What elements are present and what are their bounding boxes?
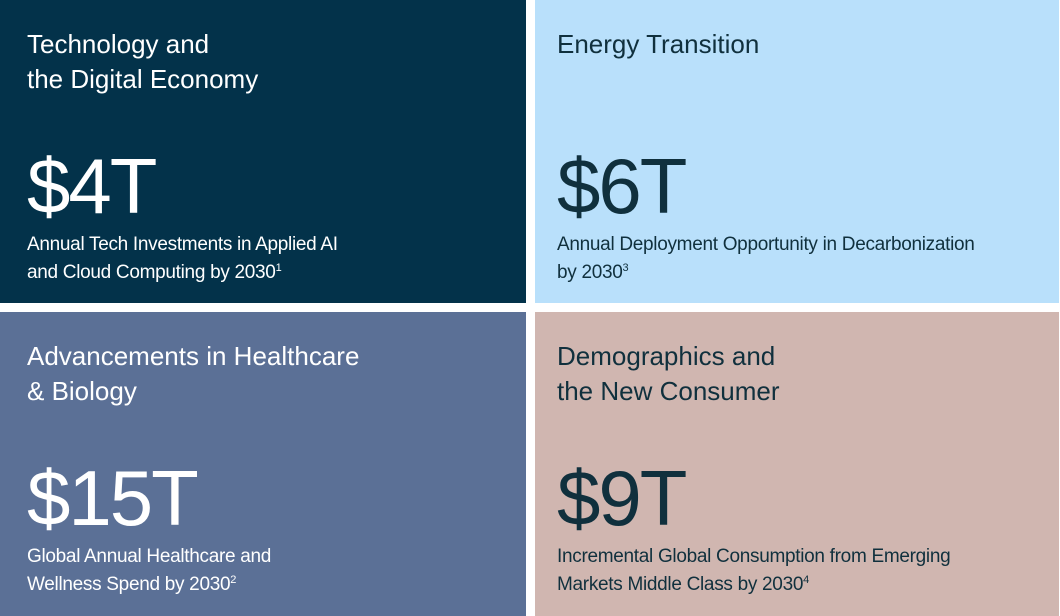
tile-title: Advancements in Healthcare & Biology (27, 339, 359, 409)
description: Annual Deployment Opportunity in Decarbo… (557, 231, 975, 287)
description-text: and Cloud Computing by 2030 (27, 262, 276, 283)
description: Annual Tech Investments in Applied AI and… (27, 231, 338, 287)
tile: Advancements in Healthcare & Biology $15T G… (0, 312, 526, 616)
description: Incremental Global Consumption from Emer… (557, 543, 951, 599)
description: Global Annual Healthcare and Wellness Spe… (27, 543, 271, 599)
footnote: 4 (803, 574, 809, 586)
description-line: and Cloud Computing by 20301 (27, 259, 338, 287)
tile-title: Energy Transition (557, 27, 759, 62)
description-text: Global Annual Healthcare and (27, 546, 272, 567)
tile: Energy Transition $6T Annual Deployment Op… (535, 0, 1059, 303)
tile: Technology and the Digital Economy $4T Annu… (0, 0, 526, 303)
title-line: Advancements in Healthcare (27, 341, 360, 371)
title-line: Energy Transition (557, 29, 760, 59)
description-line: Incremental Global Consumption from Emer… (557, 543, 951, 571)
description-line: Global Annual Healthcare and (27, 543, 271, 571)
tile: Demographics and the New Consumer $9T Incre… (535, 312, 1059, 616)
footnote: 1 (275, 262, 282, 274)
tile-title: Demographics and the New Consumer (557, 339, 780, 409)
title-line: Demographics and (557, 341, 776, 371)
tile-title: Technology and the Digital Economy (27, 27, 258, 97)
title-line: Technology and (27, 29, 210, 59)
title-line: the New Consumer (557, 376, 780, 406)
title-line: & Biology (27, 376, 137, 406)
big-value: $6T (557, 142, 687, 230)
footnote: 2 (230, 574, 237, 586)
description-text: Annual Tech Investments in Applied AI (27, 234, 338, 255)
big-value: $15T (27, 454, 199, 542)
description-line: Wellness Spend by 20302 (27, 571, 271, 599)
footnote: 3 (622, 262, 629, 274)
description-text: Annual Deployment Opportunity in Decarbo… (557, 234, 975, 255)
description-line: Annual Deployment Opportunity in Decarbo… (557, 231, 975, 259)
description-line: Annual Tech Investments in Applied AI (27, 231, 338, 259)
description-text: Wellness Spend by 2030 (27, 574, 231, 595)
big-value: $9T (557, 454, 687, 542)
title-line: the Digital Economy (27, 64, 259, 94)
description-text: by 2030 (557, 262, 623, 283)
description-text: Markets Middle Class by 2030 (557, 574, 804, 595)
description-line: Markets Middle Class by 20304 (557, 571, 950, 599)
description-line: by 20303 (557, 259, 975, 287)
big-value: $4T (27, 142, 157, 230)
description-text: Incremental Global Consumption from Emer… (557, 546, 951, 567)
